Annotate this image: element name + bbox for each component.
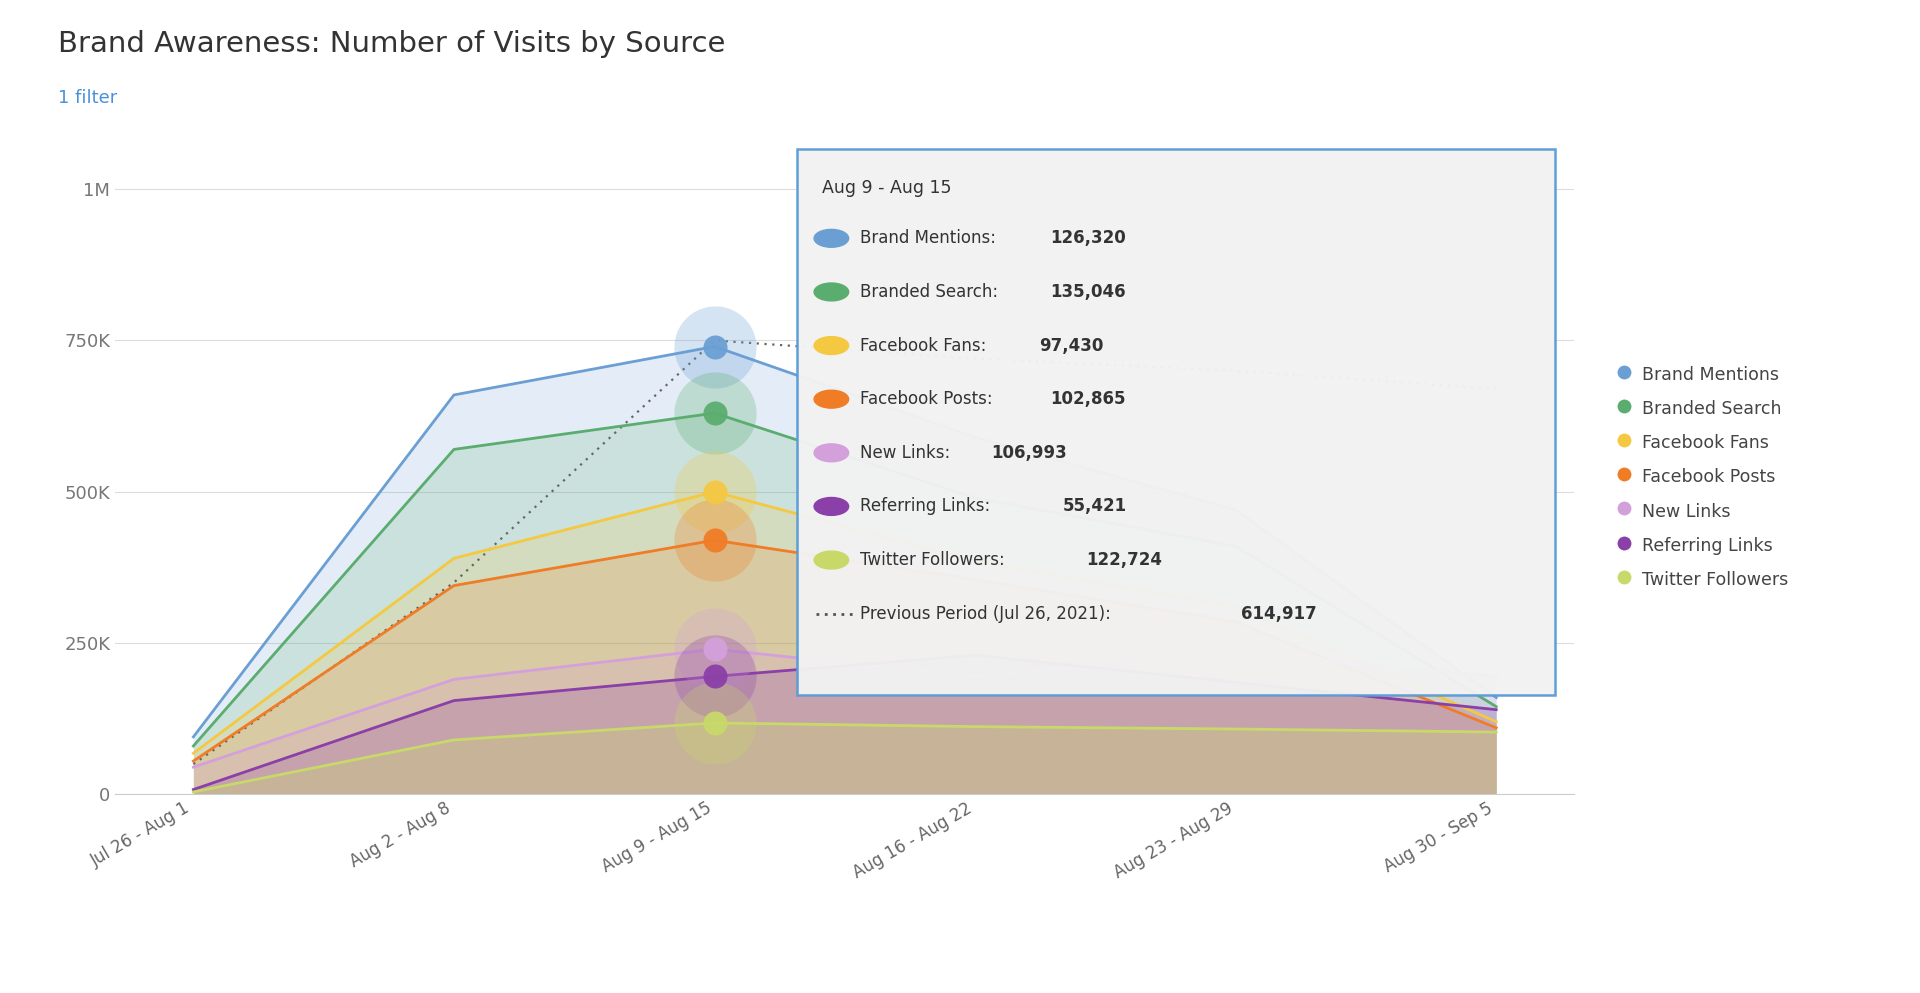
Point: [699, 532, 730, 548]
Point: [699, 339, 730, 355]
Point: [699, 484, 730, 499]
Text: Branded Search:: Branded Search:: [860, 283, 1004, 301]
Text: Facebook Fans:: Facebook Fans:: [860, 337, 993, 355]
Text: 614,917: 614,917: [1240, 605, 1317, 623]
Text: 135,046: 135,046: [1050, 283, 1127, 301]
Text: Previous Period (Jul 26, 2021):: Previous Period (Jul 26, 2021):: [860, 605, 1116, 623]
Text: Twitter Followers:: Twitter Followers:: [860, 551, 1010, 569]
Point: [699, 715, 730, 731]
Point: [699, 405, 730, 421]
Text: 97,430: 97,430: [1039, 337, 1104, 355]
Text: Brand Awareness: Number of Visits by Source: Brand Awareness: Number of Visits by Sou…: [58, 30, 726, 58]
Legend: Brand Mentions, Branded Search, Facebook Fans, Facebook Posts, New Links, Referr: Brand Mentions, Branded Search, Facebook…: [1613, 356, 1795, 597]
Point: [699, 532, 730, 548]
Point: [699, 405, 730, 421]
Point: [699, 715, 730, 731]
Point: [699, 668, 730, 684]
Point: [699, 668, 730, 684]
Text: 102,865: 102,865: [1050, 390, 1127, 408]
Point: [699, 484, 730, 499]
Point: [699, 339, 730, 355]
Point: [699, 641, 730, 657]
Text: 106,993: 106,993: [991, 444, 1068, 462]
Text: Facebook Posts:: Facebook Posts:: [860, 390, 998, 408]
Text: Referring Links:: Referring Links:: [860, 497, 996, 515]
Text: 1 filter: 1 filter: [58, 89, 117, 107]
Text: 126,320: 126,320: [1050, 229, 1127, 247]
Point: [699, 641, 730, 657]
Text: Brand Mentions:: Brand Mentions:: [860, 229, 1002, 247]
Text: New Links:: New Links:: [860, 444, 956, 462]
Text: Aug 9 - Aug 15: Aug 9 - Aug 15: [822, 179, 950, 197]
Text: 55,421: 55,421: [1062, 497, 1127, 515]
Text: 122,724: 122,724: [1087, 551, 1162, 569]
